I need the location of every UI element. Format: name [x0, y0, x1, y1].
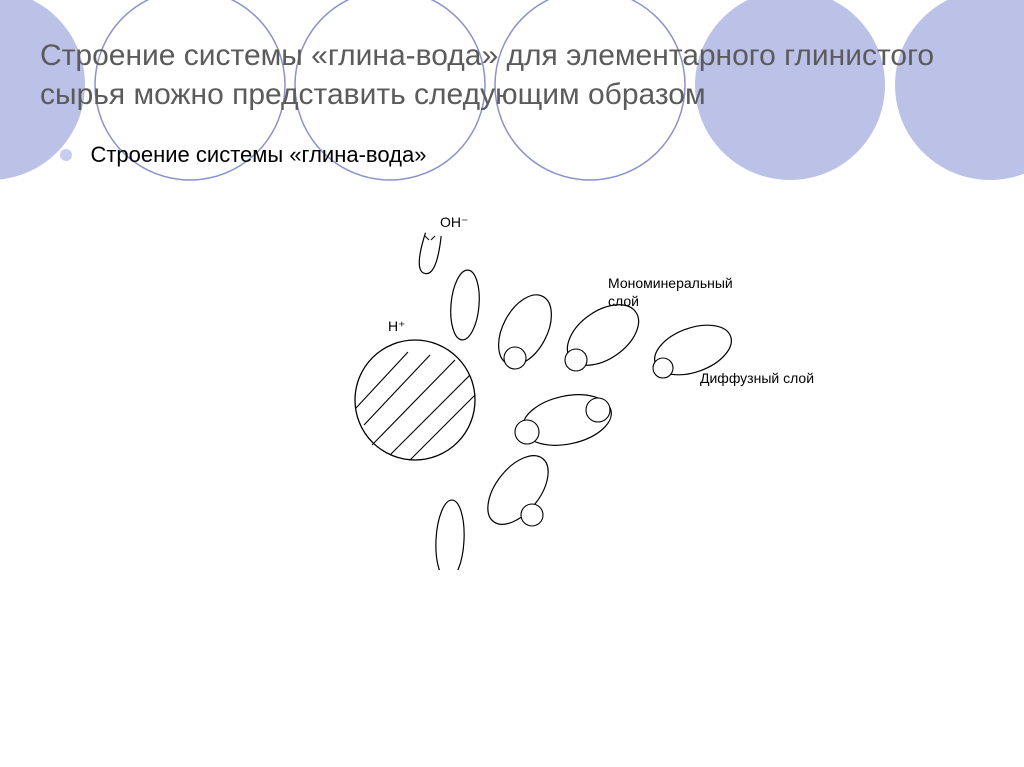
label-diff: Диффузный слой — [700, 370, 814, 386]
diagram-svg — [300, 210, 860, 570]
page-title: Строение системы «глина-вода» для элемен… — [0, 0, 1024, 114]
bullet-text: Строение системы «глина-вода» — [90, 142, 426, 167]
label-oh: OH⁻ — [440, 214, 468, 231]
bullet-item: Строение системы «глина-вода» — [0, 142, 1024, 168]
clay-water-diagram: OH⁻ H⁺ Мономинеральный слой Диффузный сл… — [300, 210, 860, 570]
label-mono: Мономинеральный — [608, 275, 733, 291]
label-mono2: слой — [608, 293, 639, 309]
bullet-dot-icon — [60, 149, 72, 161]
label-h: H⁺ — [388, 318, 406, 335]
